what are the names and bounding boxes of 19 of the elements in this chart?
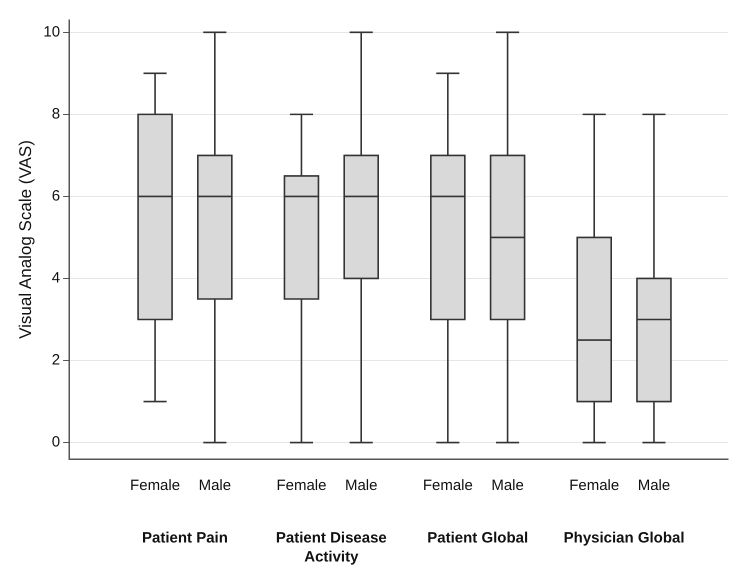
y-tick-label: 10	[43, 23, 60, 40]
x-tick-label: Male	[638, 477, 670, 494]
text: Patient Disease Activity	[276, 530, 387, 566]
x-tick-label: Female	[422, 477, 473, 494]
x-tick-label: Female	[569, 477, 620, 494]
y-tick-label: 6	[52, 188, 60, 205]
y-tick-label: 4	[52, 270, 60, 287]
text: Patient Global	[427, 530, 528, 547]
text: Patient Pain	[142, 530, 228, 547]
x-tick-label: Male	[344, 477, 378, 494]
text: Physician Global	[564, 530, 685, 547]
x-tick-label: Female	[130, 477, 180, 494]
y-axis-title: Visual Analog Scale (VAS)	[16, 140, 35, 339]
y-tick-label: 8	[52, 106, 60, 123]
x-tick-label: Male	[198, 477, 232, 494]
y-tick-label: 0	[52, 434, 60, 451]
x-tick-label: Male	[491, 477, 524, 494]
x-tick-label: Female	[276, 477, 326, 494]
y-tick-label: 2	[52, 352, 60, 369]
